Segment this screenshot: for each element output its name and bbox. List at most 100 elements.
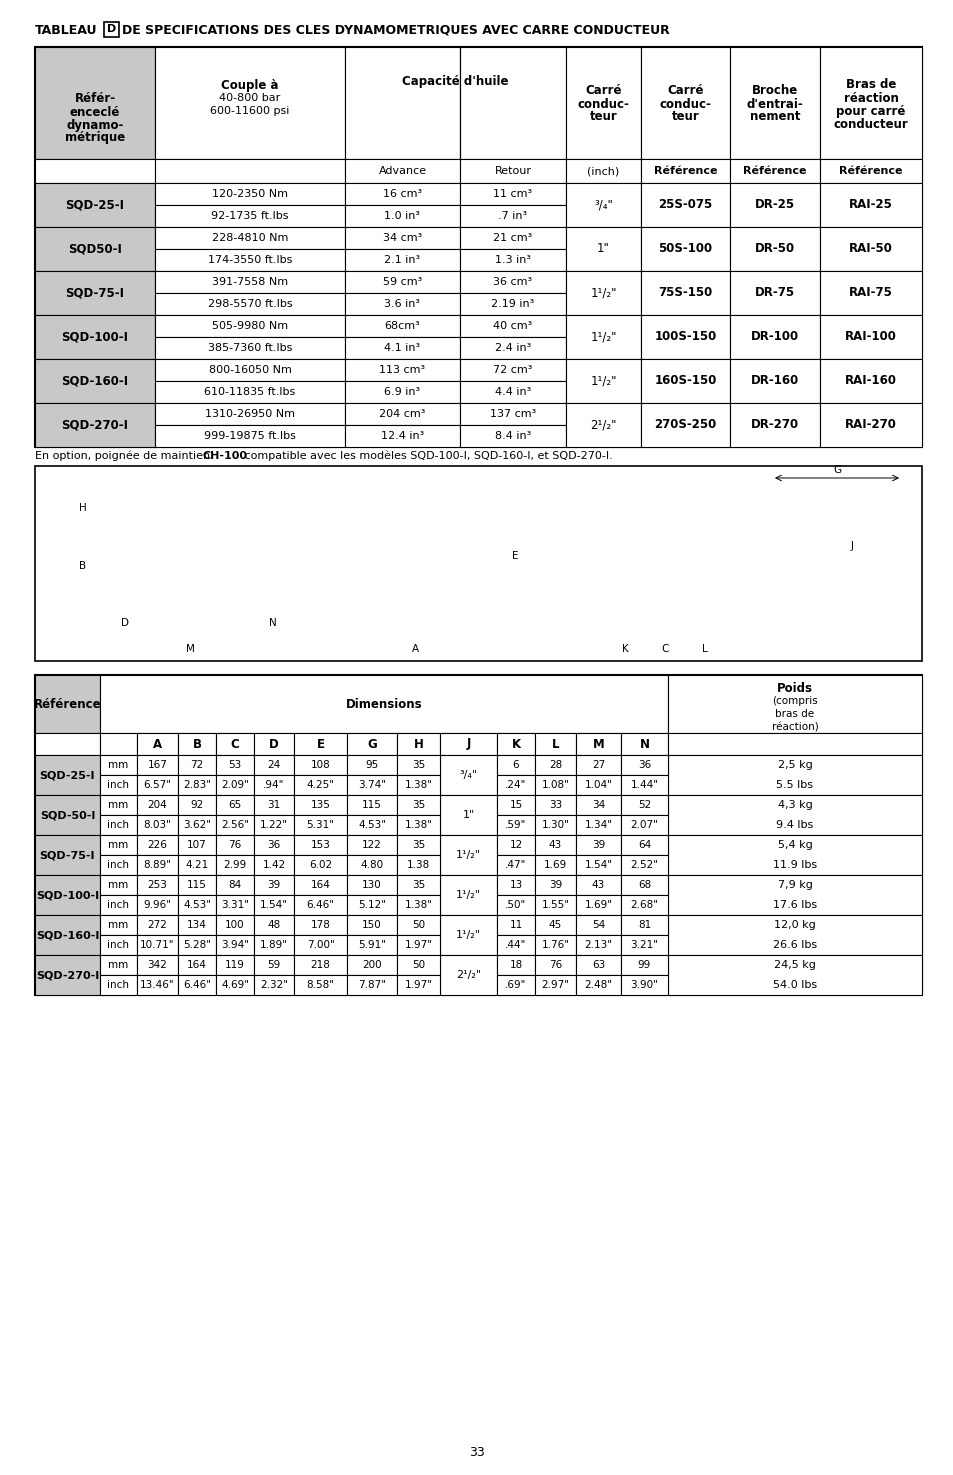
Text: 53: 53 (228, 760, 241, 770)
Text: SQD-25-I: SQD-25-I (40, 770, 95, 780)
Bar (137, 733, 178, 755)
Text: 10.71": 10.71" (140, 940, 174, 950)
Text: TABLEAU: TABLEAU (35, 24, 97, 37)
Bar (347, 975, 396, 996)
Text: 13.46": 13.46" (140, 979, 174, 990)
Bar (565, 47, 640, 159)
Text: 59 cm³: 59 cm³ (382, 277, 421, 288)
Text: .44": .44" (505, 940, 526, 950)
Bar (35, 676, 921, 996)
Text: 2¹/₂": 2¹/₂" (590, 419, 616, 432)
Text: 68cm³: 68cm³ (384, 322, 420, 330)
Text: 1.38: 1.38 (406, 860, 430, 870)
Bar (253, 935, 294, 954)
Text: 65: 65 (228, 799, 241, 810)
Text: 610-11835 ft.lbs: 610-11835 ft.lbs (204, 386, 295, 397)
Text: L: L (551, 738, 558, 751)
Bar (294, 835, 347, 855)
Text: 1.22": 1.22" (260, 820, 288, 830)
Text: 200: 200 (362, 960, 381, 971)
Text: 2.07": 2.07" (630, 820, 658, 830)
Bar (459, 271, 565, 294)
Bar (100, 935, 137, 954)
Text: 25S-075: 25S-075 (658, 199, 712, 211)
Text: 50: 50 (412, 960, 425, 971)
Bar (347, 954, 396, 975)
Bar (820, 316, 921, 358)
Text: 39: 39 (591, 839, 604, 850)
Bar (154, 381, 345, 403)
Text: 1.54": 1.54" (584, 860, 612, 870)
Text: bras de: bras de (775, 709, 814, 718)
Bar (535, 855, 576, 875)
Text: Carré: Carré (666, 84, 703, 97)
Bar (729, 403, 820, 447)
Text: 1": 1" (597, 242, 609, 255)
Bar (294, 954, 347, 975)
Bar (439, 914, 497, 954)
Bar (497, 774, 535, 795)
Bar (396, 935, 439, 954)
Bar (345, 183, 459, 205)
Bar (497, 875, 535, 895)
Bar (215, 895, 253, 914)
Text: DR-100: DR-100 (750, 330, 799, 344)
Bar (253, 855, 294, 875)
Bar (137, 914, 178, 935)
Text: 1.04": 1.04" (584, 780, 612, 791)
Bar (439, 733, 497, 755)
Bar (497, 895, 535, 914)
Text: 5.91": 5.91" (357, 940, 386, 950)
Text: inch: inch (108, 860, 130, 870)
Text: D: D (269, 738, 278, 751)
Text: 33: 33 (469, 1447, 484, 1459)
Text: 17.6 lbs: 17.6 lbs (772, 900, 816, 910)
Text: teur: teur (589, 111, 617, 124)
Bar (294, 875, 347, 895)
Text: 2.19 in³: 2.19 in³ (491, 299, 534, 308)
Bar (100, 954, 137, 975)
Bar (620, 835, 667, 855)
Bar (396, 855, 439, 875)
Text: L: L (701, 645, 707, 653)
Bar (154, 47, 345, 159)
Bar (345, 271, 459, 294)
Bar (35, 733, 100, 755)
Text: 59: 59 (267, 960, 280, 971)
Text: B: B (79, 560, 87, 571)
Text: 2.68": 2.68" (630, 900, 658, 910)
Bar (396, 875, 439, 895)
Text: .24": .24" (505, 780, 526, 791)
Bar (294, 774, 347, 795)
Text: 4.25": 4.25" (306, 780, 335, 791)
Text: 120-2350 Nm: 120-2350 Nm (212, 189, 288, 199)
Text: 12: 12 (509, 839, 522, 850)
Text: SQD-270-I: SQD-270-I (61, 419, 129, 432)
Text: 167: 167 (148, 760, 168, 770)
Bar (640, 47, 729, 159)
Bar (535, 954, 576, 975)
Bar (396, 774, 439, 795)
Text: SQD-160-I: SQD-160-I (61, 375, 129, 388)
Bar (35, 875, 100, 914)
Text: 4.4 in³: 4.4 in³ (495, 386, 531, 397)
Bar (154, 358, 345, 381)
Text: 3.62": 3.62" (183, 820, 211, 830)
Text: 1.69": 1.69" (584, 900, 612, 910)
Text: réaction: réaction (842, 91, 898, 105)
Text: 1.30": 1.30" (541, 820, 569, 830)
Bar (576, 816, 620, 835)
Text: 54: 54 (591, 920, 604, 931)
Bar (35, 466, 921, 661)
Text: mm: mm (109, 920, 129, 931)
Bar (100, 795, 137, 816)
Bar (345, 159, 459, 183)
Text: N: N (269, 618, 276, 628)
Bar (178, 755, 215, 774)
Bar (667, 875, 921, 914)
Text: métrique: métrique (65, 131, 125, 145)
Text: pour carré: pour carré (836, 105, 904, 118)
Text: 228-4810 Nm: 228-4810 Nm (212, 233, 288, 243)
Bar (347, 935, 396, 954)
Bar (253, 875, 294, 895)
